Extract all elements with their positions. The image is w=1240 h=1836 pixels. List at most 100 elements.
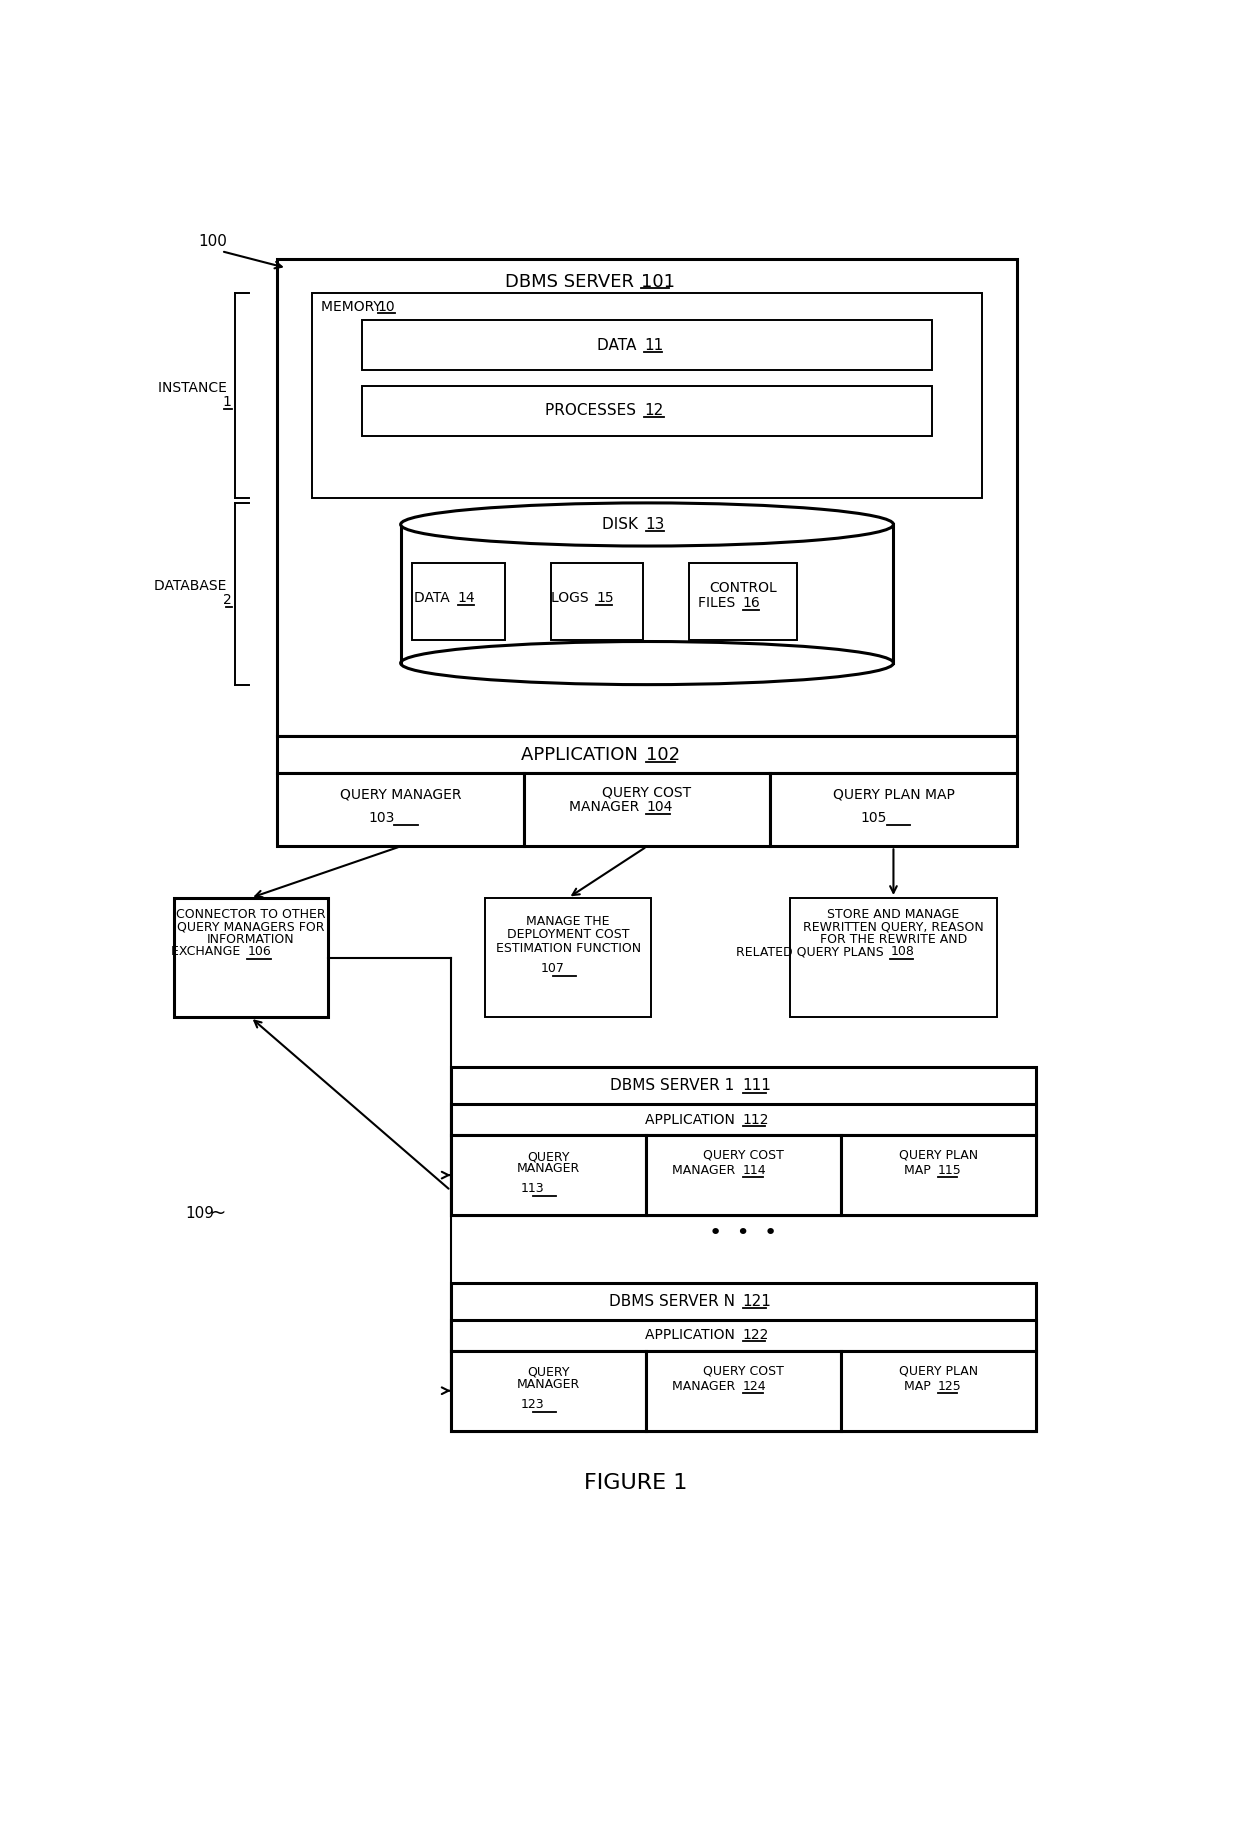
Bar [450, 1135, 646, 1215]
Text: 122: 122 [743, 1327, 769, 1342]
Text: MAP: MAP [904, 1379, 935, 1392]
Text: 108: 108 [890, 946, 914, 958]
Text: 124: 124 [743, 1379, 766, 1392]
Text: APPLICATION: APPLICATION [645, 1113, 739, 1127]
Text: 15: 15 [596, 591, 614, 604]
Text: 104: 104 [646, 800, 672, 813]
Text: 115: 115 [937, 1164, 961, 1177]
Text: 107: 107 [541, 962, 564, 975]
Text: 125: 125 [937, 1379, 961, 1392]
Text: DATABASE: DATABASE [155, 578, 231, 593]
Text: MANAGER: MANAGER [517, 1379, 580, 1392]
Bar [450, 1351, 646, 1430]
Text: QUERY COST: QUERY COST [703, 1364, 784, 1377]
Bar [450, 1103, 1035, 1135]
Text: DISK: DISK [601, 518, 642, 532]
Text: LOGS: LOGS [551, 591, 593, 604]
Text: 101: 101 [641, 274, 675, 290]
Text: MAP: MAP [904, 1164, 935, 1177]
Text: DEPLOYMENT COST: DEPLOYMENT COST [507, 929, 630, 942]
Text: 123: 123 [521, 1397, 544, 1412]
Text: DATA: DATA [414, 591, 455, 604]
Text: •  •  •: • • • [709, 1223, 777, 1243]
Text: MANAGE THE: MANAGE THE [526, 914, 610, 927]
Bar [412, 564, 505, 641]
Text: EXCHANGE: EXCHANGE [171, 946, 244, 958]
Bar [362, 386, 932, 435]
Text: ESTIMATION FUNCTION: ESTIMATION FUNCTION [496, 942, 641, 955]
Text: APPLICATION: APPLICATION [645, 1327, 739, 1342]
Text: DATA: DATA [596, 338, 641, 353]
Text: 109: 109 [185, 1206, 215, 1221]
Ellipse shape [401, 641, 894, 685]
Bar [551, 564, 644, 641]
Text: DBMS SERVER 1: DBMS SERVER 1 [610, 1078, 739, 1092]
Text: APPLICATION: APPLICATION [521, 745, 644, 764]
Bar [450, 1067, 1035, 1215]
Text: QUERY COST: QUERY COST [703, 1149, 784, 1162]
Text: QUERY MANAGERS FOR: QUERY MANAGERS FOR [177, 920, 324, 935]
Text: 1: 1 [222, 395, 231, 409]
Bar [278, 773, 523, 846]
Bar [312, 294, 982, 498]
Bar [450, 1320, 1035, 1351]
Text: 112: 112 [743, 1113, 769, 1127]
Text: INSTANCE: INSTANCE [157, 380, 231, 395]
Bar [278, 736, 1017, 773]
Text: 14: 14 [458, 591, 475, 604]
Text: INFORMATION: INFORMATION [207, 933, 294, 946]
Text: FILES: FILES [698, 597, 739, 610]
Text: 113: 113 [521, 1182, 544, 1195]
Bar [841, 1135, 1035, 1215]
Text: 11: 11 [644, 338, 663, 353]
Text: MANAGER: MANAGER [517, 1162, 580, 1175]
Text: DBMS SERVER: DBMS SERVER [505, 274, 640, 290]
Text: REWRITTEN QUERY, REASON: REWRITTEN QUERY, REASON [804, 920, 983, 935]
Text: QUERY PLAN MAP: QUERY PLAN MAP [832, 788, 955, 802]
Text: MEMORY: MEMORY [321, 301, 387, 314]
Bar [174, 898, 327, 1017]
Bar [770, 773, 1017, 846]
Text: 12: 12 [644, 404, 663, 419]
Text: QUERY PLAN: QUERY PLAN [899, 1149, 978, 1162]
Text: DBMS SERVER N: DBMS SERVER N [609, 1294, 739, 1309]
Bar [278, 259, 1017, 736]
Text: 16: 16 [743, 597, 760, 610]
Bar [523, 773, 770, 846]
Text: CONNECTOR TO OTHER: CONNECTOR TO OTHER [176, 909, 325, 922]
Bar [790, 898, 997, 1017]
Text: QUERY: QUERY [527, 1149, 569, 1164]
Text: QUERY PLAN: QUERY PLAN [899, 1364, 978, 1377]
Bar [485, 898, 651, 1017]
Text: 102: 102 [646, 745, 681, 764]
Bar [450, 1283, 1035, 1430]
Text: PROCESSES: PROCESSES [546, 404, 641, 419]
Text: MANAGER: MANAGER [672, 1164, 739, 1177]
Text: CONTROL: CONTROL [709, 582, 777, 595]
Text: FIGURE 1: FIGURE 1 [584, 1472, 687, 1493]
Text: 103: 103 [368, 812, 394, 824]
Text: RELATED QUERY PLANS: RELATED QUERY PLANS [735, 946, 888, 958]
Text: 100: 100 [198, 235, 227, 250]
Text: QUERY COST: QUERY COST [603, 786, 692, 799]
Text: 114: 114 [743, 1164, 766, 1177]
Text: 111: 111 [743, 1078, 771, 1092]
Text: MANAGER: MANAGER [569, 800, 644, 813]
Bar [362, 321, 932, 371]
Text: 10: 10 [377, 301, 396, 314]
Text: FOR THE REWRITE AND: FOR THE REWRITE AND [820, 933, 967, 946]
Bar [646, 1135, 841, 1215]
Text: QUERY: QUERY [527, 1366, 569, 1379]
Text: 13: 13 [646, 518, 665, 532]
Bar [689, 564, 797, 641]
Text: QUERY MANAGER: QUERY MANAGER [340, 788, 461, 802]
Text: STORE AND MANAGE: STORE AND MANAGE [827, 909, 960, 922]
Bar [841, 1351, 1035, 1430]
Text: 121: 121 [743, 1294, 771, 1309]
Text: 2: 2 [222, 593, 231, 608]
Text: 106: 106 [248, 946, 272, 958]
Text: MANAGER: MANAGER [672, 1379, 739, 1392]
Ellipse shape [401, 503, 894, 545]
Text: 105: 105 [861, 812, 888, 824]
Text: ~: ~ [210, 1204, 226, 1223]
